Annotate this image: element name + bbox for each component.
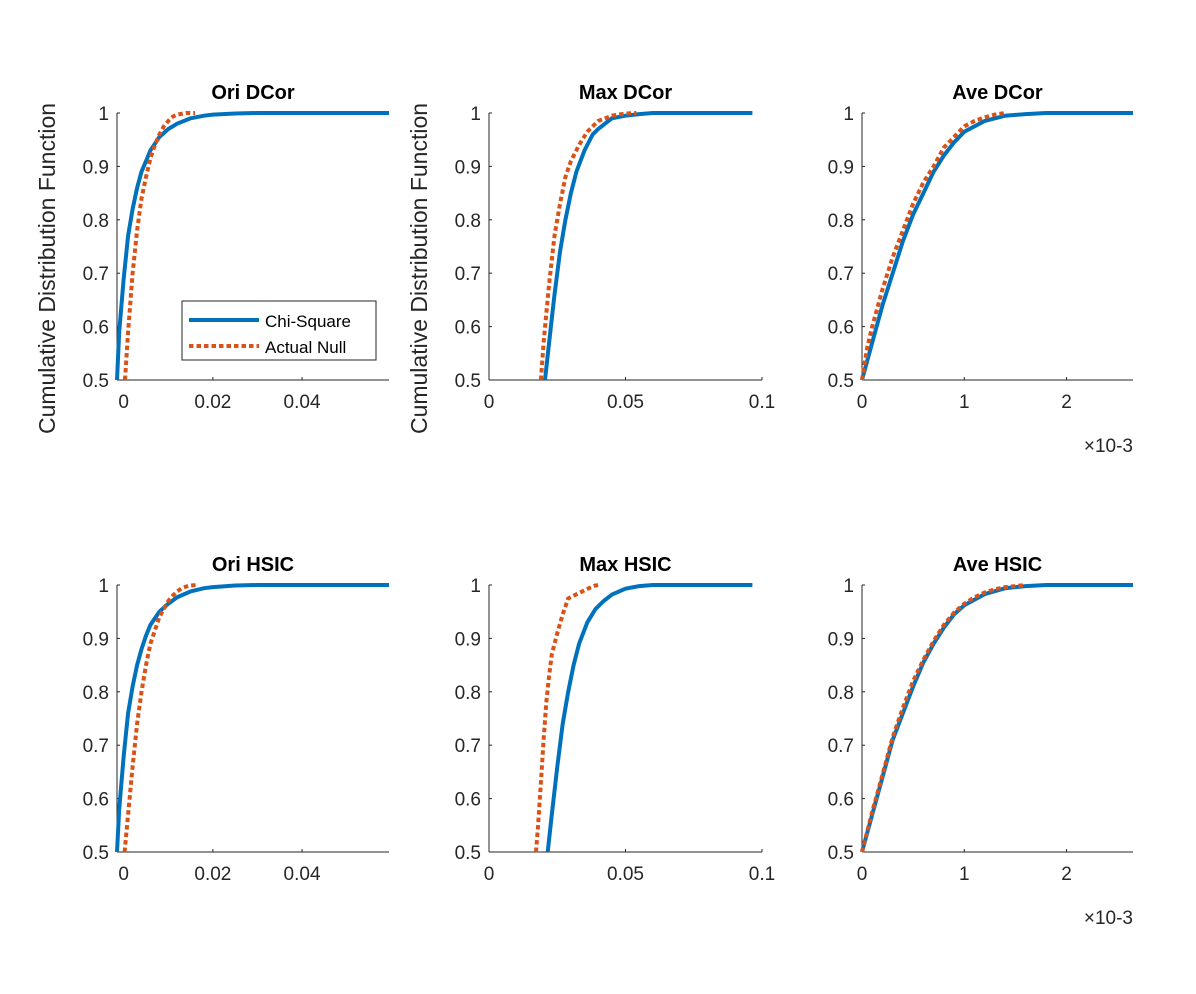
y-tick-label: 0.6 (828, 318, 854, 339)
subplot-6: 0.5 0.6 0.7 0.8 0.9 1 0 1 2 Ave HSIC ×10-3 (828, 554, 1133, 929)
x-tick-label: 1 (959, 864, 970, 885)
series-line-actual-null (123, 111, 195, 381)
y-tick-label: 0.7 (828, 264, 854, 285)
y-tick-label: 0.9 (828, 157, 854, 178)
y-tick-label: 0.9 (455, 157, 481, 178)
y-tick-label: 0.7 (455, 264, 481, 285)
y-tick-label: 0.5 (828, 843, 854, 864)
x-tick-label: 1 (959, 392, 970, 413)
subplot-title: Ave DCor (952, 82, 1043, 104)
y-axis-label: Cumulative Distribution Function (34, 103, 60, 434)
legend-label-chi-square: Chi-Square (265, 312, 351, 331)
series-line-actual-null (860, 583, 1026, 853)
x-tick-label: 0.05 (607, 864, 644, 885)
series-line-chi-square (545, 583, 753, 853)
y-tick-label: 1 (470, 104, 481, 125)
x-exponent-label: ×10-3 (1084, 436, 1133, 457)
y-tick-label: 0.5 (828, 371, 854, 392)
x-tick-label: 0.04 (284, 864, 321, 885)
x-tick-label: 0.02 (194, 392, 231, 413)
y-tick-label: 0.6 (455, 790, 481, 811)
series-line-chi-square (115, 111, 389, 381)
subplot-3: 0.5 0.6 0.7 0.8 0.9 1 0 1 2 Ave DCor ×10-3 (828, 82, 1133, 457)
y-tick-label: 0.6 (83, 790, 109, 811)
x-tick-label: 0 (857, 392, 868, 413)
subplot-title: Max DCor (579, 82, 673, 104)
subplot-2: 0.5 0.6 0.7 0.8 0.9 1 0 0.05 0.1 Max DCor Cumulati… (406, 82, 775, 434)
series-line-actual-null (860, 111, 1006, 381)
legend: Chi-Square Actual Null (181, 300, 377, 361)
y-tick-label: 0.8 (455, 211, 481, 232)
y-tick-label: 1 (843, 104, 854, 125)
y-tick-label: 0.7 (83, 736, 109, 757)
y-tick-label: 0.5 (83, 371, 109, 392)
y-tick-label: 0.5 (83, 843, 109, 864)
x-tick-label: 0.1 (749, 392, 775, 413)
series-line-chi-square (115, 583, 389, 853)
series-line-actual-null (538, 111, 637, 381)
y-tick-label: 0.8 (83, 211, 109, 232)
y-tick-label: 0.7 (828, 736, 854, 757)
y-tick-label: 1 (470, 576, 481, 597)
y-tick-label: 0.6 (828, 790, 854, 811)
legend-box (181, 300, 377, 361)
x-tick-label: 2 (1061, 392, 1072, 413)
y-tick-label: 0.8 (828, 683, 854, 704)
y-tick-label: 0.9 (83, 157, 109, 178)
y-tick-label: 1 (843, 576, 854, 597)
y-tick-label: 0.9 (828, 629, 854, 650)
subplot-4: 0.5 0.6 0.7 0.8 0.9 1 0 0.02 0.04 Ori HSIC (83, 554, 389, 885)
y-tick-label: 0.9 (83, 629, 109, 650)
series-line-actual-null (534, 583, 600, 853)
series-line-chi-square (860, 111, 1133, 381)
y-tick-label: 0.5 (455, 843, 481, 864)
x-tick-label: 0 (118, 864, 129, 885)
y-tick-label: 1 (98, 104, 109, 125)
y-tick-label: 0.8 (828, 211, 854, 232)
y-tick-label: 0.5 (455, 371, 481, 392)
x-tick-label: 0.02 (194, 864, 231, 885)
subplot-title: Ori DCor (211, 82, 295, 104)
subplot-title: Max HSIC (579, 554, 671, 576)
y-tick-label: 0.6 (455, 318, 481, 339)
y-tick-label: 0.6 (83, 318, 109, 339)
y-tick-label: 0.7 (455, 736, 481, 757)
x-tick-label: 0 (857, 864, 868, 885)
x-exponent-label: ×10-3 (1084, 908, 1133, 929)
series-line-actual-null (122, 583, 197, 853)
subplot-title: Ave HSIC (953, 554, 1042, 576)
y-tick-label: 0.9 (455, 629, 481, 650)
y-tick-label: 0.8 (83, 683, 109, 704)
x-tick-label: 0.04 (284, 392, 321, 413)
x-tick-label: 2 (1061, 864, 1072, 885)
subplot-1: 0.5 0.6 0.7 0.8 0.9 1 0 0.02 0.04 Ori DCor Cumulat… (34, 82, 389, 434)
y-tick-label: 0.7 (83, 264, 109, 285)
x-tick-label: 0.1 (749, 864, 775, 885)
series-line-chi-square (543, 111, 753, 381)
series-line-chi-square (860, 583, 1133, 853)
y-axis-label: Cumulative Distribution Function (406, 103, 432, 434)
legend-label-actual-null: Actual Null (265, 338, 346, 357)
y-tick-label: 1 (98, 576, 109, 597)
x-tick-label: 0 (118, 392, 129, 413)
x-tick-label: 0.05 (607, 392, 644, 413)
x-tick-label: 0 (484, 864, 495, 885)
y-tick-label: 0.8 (455, 683, 481, 704)
subplot-5: 0.5 0.6 0.7 0.8 0.9 1 0 0.05 0.1 Max HSIC (455, 554, 776, 885)
x-tick-label: 0 (484, 392, 495, 413)
subplot-title: Ori HSIC (212, 554, 294, 576)
